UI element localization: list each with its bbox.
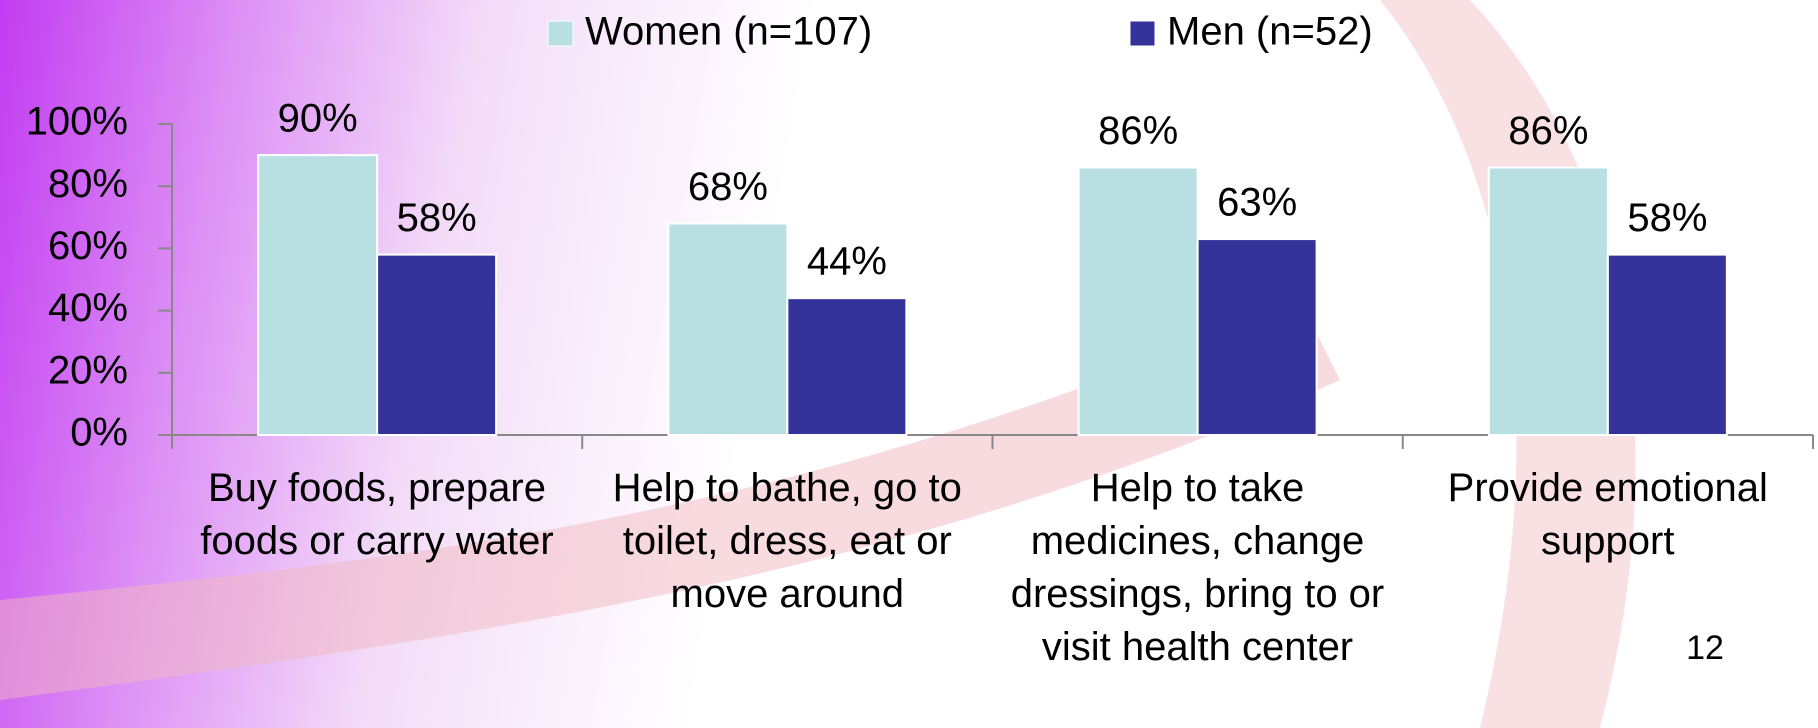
value-label: 90% — [278, 97, 358, 141]
y-tick-label: 60% — [48, 224, 128, 268]
y-tick-label: 100% — [26, 100, 128, 144]
bar — [257, 154, 379, 436]
x-tick-label: Buy foods, prepare foods or carry water — [200, 466, 554, 563]
x-tick-label: Help to bathe, go to toilet, dress, eat … — [612, 466, 962, 616]
bar — [667, 222, 789, 436]
bar — [1487, 166, 1609, 436]
y-tick-label: 80% — [48, 162, 128, 206]
ribbon — [0, 300, 1340, 700]
value-label: 58% — [1627, 196, 1707, 240]
bar — [1077, 166, 1199, 436]
x-tick-label: Provide emotional support — [1447, 466, 1768, 563]
y-tick-label: 40% — [48, 286, 128, 330]
page-number: 12 — [1686, 629, 1724, 667]
bar — [1196, 238, 1318, 436]
bar — [376, 253, 498, 436]
bar — [786, 297, 908, 436]
value-label: 58% — [397, 196, 477, 240]
bar — [1606, 253, 1728, 436]
value-label: 68% — [688, 165, 768, 209]
value-label: 86% — [1508, 109, 1588, 153]
y-tick-label: 0% — [70, 411, 128, 455]
value-label: 86% — [1098, 109, 1178, 153]
value-label: 63% — [1217, 181, 1297, 225]
legend-swatch — [547, 20, 574, 47]
legend-swatch — [1129, 20, 1156, 47]
legend-label: Men (n=52) — [1167, 10, 1373, 54]
legend-label: Women (n=107) — [585, 10, 872, 54]
x-tick-label: Help to take medicines, change dressings… — [1010, 466, 1385, 669]
y-tick-label: 20% — [48, 348, 128, 392]
value-label: 44% — [807, 240, 887, 284]
